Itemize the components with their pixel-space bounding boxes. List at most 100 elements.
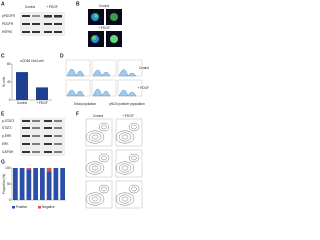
column-label: + PDGF <box>122 114 134 118</box>
contour <box>91 196 99 202</box>
contour <box>128 153 140 163</box>
contour <box>98 122 110 132</box>
band <box>22 151 30 153</box>
panel-letter: E <box>1 111 5 117</box>
contour <box>101 186 107 192</box>
column-label: + PDGF <box>46 5 58 9</box>
contour-plots <box>85 118 143 209</box>
band <box>22 135 30 137</box>
band <box>54 135 62 137</box>
contour <box>91 134 99 140</box>
contour <box>98 184 110 194</box>
band <box>54 120 62 122</box>
plot-frame <box>85 149 113 178</box>
band <box>32 143 40 145</box>
column-label: pNO4 positive population <box>109 102 145 106</box>
contour <box>131 124 137 130</box>
contour <box>101 124 107 130</box>
band <box>54 127 62 129</box>
contour <box>91 165 99 171</box>
contour <box>118 194 132 204</box>
band <box>54 151 62 153</box>
band <box>22 143 30 145</box>
contour <box>118 163 132 173</box>
bar-segment <box>26 168 32 170</box>
contour <box>115 161 135 175</box>
histograms <box>65 59 143 97</box>
panel-letter: F <box>76 111 79 117</box>
band <box>22 120 30 122</box>
blot-bands <box>22 120 62 153</box>
y-tick-label: 0 <box>9 198 11 202</box>
bar <box>16 72 28 100</box>
plot-frame <box>85 180 113 209</box>
row-label: GAPDH <box>2 150 14 154</box>
column-label: Control <box>93 114 104 118</box>
legend-swatch <box>12 206 15 209</box>
row-label: PDGFR <box>2 22 14 26</box>
row-label: + PDGF <box>137 86 149 90</box>
contour <box>88 132 102 142</box>
contour <box>88 163 102 173</box>
micrographs <box>88 9 122 47</box>
plot-frame <box>115 118 143 147</box>
y-tick-label: 0 <box>9 98 11 102</box>
contour <box>131 186 137 192</box>
plot-frame <box>115 149 143 178</box>
contour <box>85 161 105 175</box>
y-tick-label: 50 <box>7 182 11 186</box>
y-tick-label: 40 <box>7 80 11 84</box>
column-label: Total population <box>74 102 97 106</box>
legend-label: Negative <box>42 205 55 209</box>
y-tick-label: 100 <box>5 166 11 170</box>
bar-segment <box>40 168 45 200</box>
row-label: ERK <box>2 142 9 146</box>
row-label: STAT3 <box>2 126 12 130</box>
band <box>54 143 62 145</box>
panel-letter: D <box>60 53 64 59</box>
band <box>44 151 52 153</box>
blot <box>20 12 65 36</box>
contour <box>121 134 129 140</box>
contour <box>118 132 132 142</box>
band <box>32 151 40 153</box>
plot-frame <box>85 118 113 147</box>
chart-title: sCD56 Oct4-cell <box>20 59 43 63</box>
x-tick-label: Control <box>17 101 28 105</box>
legend-swatch <box>38 206 41 209</box>
row-label: p-ERK <box>2 134 12 138</box>
x-tick-label: + PDGF <box>36 101 48 105</box>
contour <box>131 155 137 161</box>
bar-segment <box>46 171 52 200</box>
y-axis-label: Proportion (%) <box>2 174 6 195</box>
bar-segment <box>33 168 38 200</box>
band <box>44 135 52 137</box>
bar-segment <box>13 168 18 200</box>
contour <box>128 122 140 132</box>
bar-segment <box>26 169 32 200</box>
row-label: pPDGFR <box>2 14 16 18</box>
column-label: Control <box>25 5 36 9</box>
plot-frame <box>115 180 143 209</box>
bar-segment <box>53 168 59 200</box>
band <box>32 135 40 137</box>
band <box>44 127 52 129</box>
y-axis-label: % cells <box>2 77 6 88</box>
contour <box>88 194 102 204</box>
row-label: Control <box>139 66 150 70</box>
row-label: HSP90 <box>2 30 12 34</box>
band <box>44 120 52 122</box>
y-tick-label: 80 <box>7 62 11 66</box>
bar-segment <box>46 168 52 172</box>
figure: A Control + PDGF pPDGFR PDGFR HSP90 B Co… <box>1 1 150 209</box>
contour <box>98 153 110 163</box>
panel-letter: C <box>1 53 5 59</box>
bar-segment <box>60 168 65 200</box>
contour <box>121 196 129 202</box>
panel-letter: B <box>76 1 80 7</box>
bar <box>36 87 48 100</box>
column-label: Control <box>99 4 110 8</box>
contour <box>101 155 107 161</box>
panel-letter: A <box>1 1 5 7</box>
band <box>32 120 40 122</box>
